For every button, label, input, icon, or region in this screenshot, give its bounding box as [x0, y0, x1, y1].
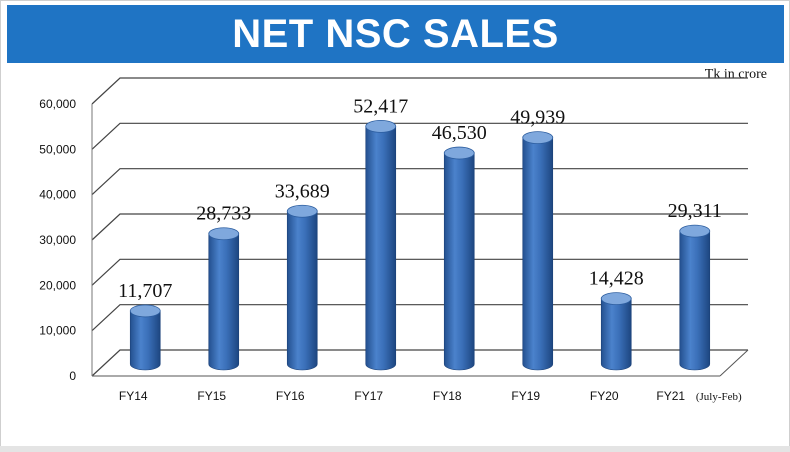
data-label: 52,417 [353, 95, 408, 117]
x-tick-label: FY20 [590, 389, 619, 403]
y-tick-label: 60,000 [39, 97, 76, 111]
bar-fy19 [522, 131, 554, 371]
gridline [91, 349, 748, 377]
y-tick-label: 30,000 [39, 233, 76, 247]
x-tick-label: FY14 [119, 389, 148, 403]
y-tick-label: 20,000 [39, 278, 76, 292]
y-tick-label: 10,000 [39, 324, 76, 338]
bar-fy15 [208, 227, 240, 371]
floor-edge [719, 349, 749, 377]
y-tick-label: 50,000 [39, 142, 76, 156]
x-tick-label: FY15 [197, 389, 226, 403]
x-tick-label: FY17 [354, 389, 383, 403]
x-tick-note: (July-Feb) [696, 391, 742, 403]
chart-title: NET NSC SALES [232, 11, 559, 56]
bar-fy17 [365, 119, 397, 371]
data-label: 46,530 [432, 122, 487, 144]
bar-fy14 [129, 304, 161, 371]
y-tick-label: 40,000 [39, 188, 76, 202]
bar-fy20 [600, 292, 632, 371]
data-label: 49,939 [510, 107, 565, 129]
bar-fy16 [286, 204, 318, 371]
x-tick-label: FY19 [511, 389, 540, 403]
gridline [91, 304, 748, 332]
data-label: 11,707 [118, 280, 172, 302]
bars [129, 119, 711, 371]
bottom-strip [0, 446, 790, 452]
x-tick-label: FY16 [276, 389, 305, 403]
gridline [91, 122, 748, 150]
x-tick-label: FY21 [656, 389, 685, 403]
data-label: 33,689 [275, 180, 330, 202]
title-banner: NET NSC SALES [7, 5, 784, 63]
data-label: 14,428 [589, 268, 644, 290]
gridline [91, 77, 748, 105]
data-label: 28,733 [196, 203, 251, 225]
grid-lines [91, 77, 749, 377]
y-tick-label: 0 [69, 369, 76, 383]
gridline [91, 168, 748, 196]
bar-fy21 [679, 224, 711, 371]
bar-fy18 [443, 146, 475, 371]
y-axis: 0 10,000 20,000 30,000 40,000 50,000 60,000 [39, 97, 76, 383]
data-labels: 11,707 28,733 33,689 52,417 46,530 49,939 14,4… [118, 95, 722, 302]
data-label: 29,311 [668, 200, 722, 222]
x-axis: FY14 FY15 FY16 FY17 FY18 FY19 FY20 FY21 (July-Fe… [119, 389, 742, 403]
x-tick-label: FY18 [433, 389, 462, 403]
gridline [91, 258, 748, 286]
gridline [91, 213, 748, 241]
